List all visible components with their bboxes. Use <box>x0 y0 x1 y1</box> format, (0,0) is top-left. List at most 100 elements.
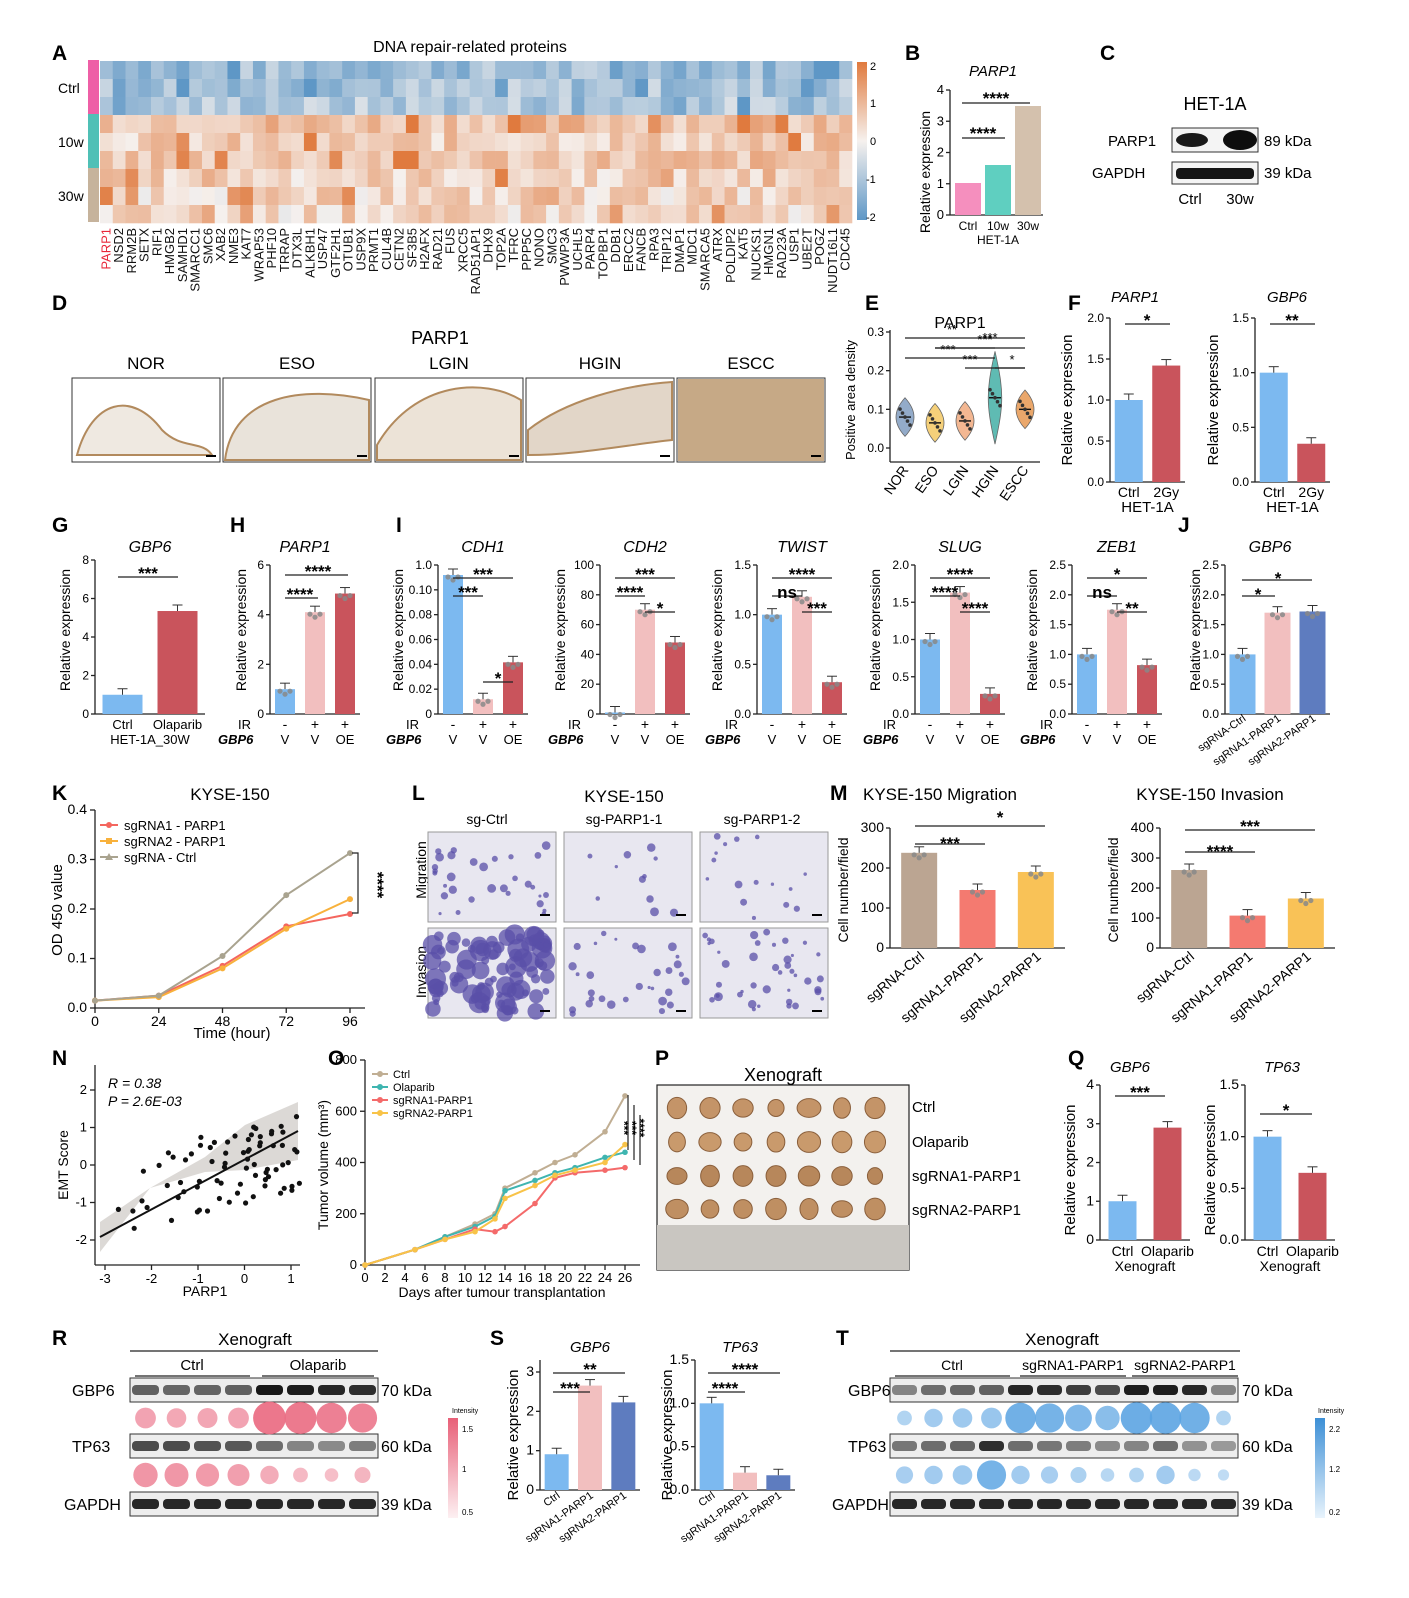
heatmap-cell <box>546 187 560 206</box>
o-point <box>502 1187 508 1194</box>
y-tick-label: 0.0 <box>1049 707 1066 721</box>
heatmap-cell <box>444 97 458 116</box>
heatmap-cell <box>558 79 572 98</box>
heatmap-cell <box>737 115 751 134</box>
heatmap-cell <box>673 115 687 134</box>
heatmap-cell <box>507 97 521 116</box>
heatmap-cell <box>431 187 445 206</box>
heatmap-cell <box>520 187 534 206</box>
y-tick-label: 0.0 <box>1220 1231 1240 1247</box>
o-x-tick: 6 <box>421 1270 428 1285</box>
r-legend-lo: 0.5 <box>462 1508 474 1517</box>
heatmap-cell <box>405 205 419 224</box>
gene-label: PPP5C <box>519 228 534 271</box>
b-sig-2: **** <box>983 89 1010 108</box>
heatmap-cell <box>673 151 687 170</box>
s-sig-3: **** <box>712 1379 739 1398</box>
n-point <box>177 1179 184 1186</box>
r-legend-hi: 1.5 <box>462 1425 474 1434</box>
heatmap-cell <box>482 79 496 98</box>
y-tick-label: 0.2 <box>867 364 884 378</box>
heatmap-cell <box>125 151 139 170</box>
transwell-image-0-2 <box>699 831 829 923</box>
heatmap-cell <box>329 169 343 188</box>
heatmap-cell <box>329 97 343 116</box>
heatmap-cell <box>584 61 598 80</box>
panel-label-f: F <box>1068 292 1081 315</box>
t-group-ctrl: Ctrl <box>941 1357 963 1373</box>
n-point <box>204 1208 211 1214</box>
j-gbp6-bar-2 <box>1299 611 1326 714</box>
heatmap-cell <box>788 61 802 80</box>
t-intensity-dot <box>1216 1410 1231 1426</box>
y-tick-label: 1.5 <box>1232 311 1249 325</box>
heatmap-cell <box>112 115 126 134</box>
heatmap-cell <box>112 79 126 98</box>
heatmap-cell <box>558 187 572 206</box>
heatmap-cell <box>648 169 662 188</box>
o-point <box>622 1093 628 1099</box>
gene-label: TOPBP1 <box>596 228 611 279</box>
heatmap-cell <box>456 205 470 224</box>
heatmap-cell <box>724 151 738 170</box>
k-y-tick: 0.1 <box>68 950 88 966</box>
n-point <box>248 1132 254 1138</box>
heatmap-cell <box>648 79 662 98</box>
gene-label: SAMHD1 <box>175 228 190 282</box>
t-legend-hi: 2.2 <box>1329 1425 1341 1434</box>
o-sig: *** <box>625 1121 639 1135</box>
r-intensity-dot <box>135 1407 156 1429</box>
heatmap-cell <box>597 205 611 224</box>
t-band <box>1095 1385 1120 1395</box>
heatmap-cell <box>316 115 330 134</box>
n-point <box>140 1168 146 1174</box>
heatmap-cell <box>635 97 649 116</box>
i-sig-b: * <box>1114 565 1121 584</box>
heatmap-cell <box>431 61 445 80</box>
gene-label: PARP4 <box>583 228 598 270</box>
n-x-tick: 0 <box>241 1271 248 1286</box>
n-point <box>209 1158 215 1165</box>
t-band <box>1153 1385 1178 1395</box>
heatmap-cell <box>762 169 776 188</box>
n-point <box>197 1142 204 1148</box>
heatmap-cell <box>431 169 445 188</box>
heatmap-cell <box>342 169 356 188</box>
n-y-tick: 2 <box>80 1082 87 1097</box>
t-intensity-dot <box>1100 1468 1115 1482</box>
n-point <box>269 1128 275 1134</box>
y-tick-label: 0.3 <box>867 325 884 339</box>
e-cat-label: NOR <box>880 463 911 498</box>
heatmap-cell <box>801 169 815 188</box>
i-sig-a: **** <box>932 583 959 602</box>
y-tick-label: 2 <box>257 657 264 671</box>
heatmap-cell <box>686 61 700 80</box>
heatmap-cell <box>189 97 203 116</box>
n-point <box>251 1124 257 1130</box>
heatmap-cell <box>635 169 649 188</box>
heatmap-cell <box>699 61 713 80</box>
o-point <box>572 1167 578 1173</box>
s-sig-4: **** <box>732 1360 759 1379</box>
heatmap-cell <box>227 97 241 116</box>
heatmap-cell <box>775 151 789 170</box>
y-tick-label: 1.5 <box>670 1351 690 1367</box>
n-point <box>294 1149 300 1155</box>
heatmap-cell <box>813 61 827 80</box>
t-band <box>1153 1499 1178 1509</box>
k-series-2 <box>94 852 351 1002</box>
heatmap-cell <box>788 133 802 152</box>
heatmap-cell <box>469 205 483 224</box>
heatmap-cell <box>189 61 203 80</box>
y-tick-label: 60 <box>581 618 595 632</box>
y-tick-label: 0 <box>257 707 264 721</box>
gene-label: GTF2H1 <box>328 228 343 278</box>
o-point <box>552 1159 558 1166</box>
ir-label: IR <box>1040 717 1053 732</box>
heatmap-cell <box>418 205 432 224</box>
heatmap-cell <box>393 169 407 188</box>
i-twist-bar-2 <box>822 682 842 714</box>
n-point <box>223 1150 229 1156</box>
heatmap-cell <box>495 205 509 224</box>
k-series-1 <box>94 898 351 1002</box>
